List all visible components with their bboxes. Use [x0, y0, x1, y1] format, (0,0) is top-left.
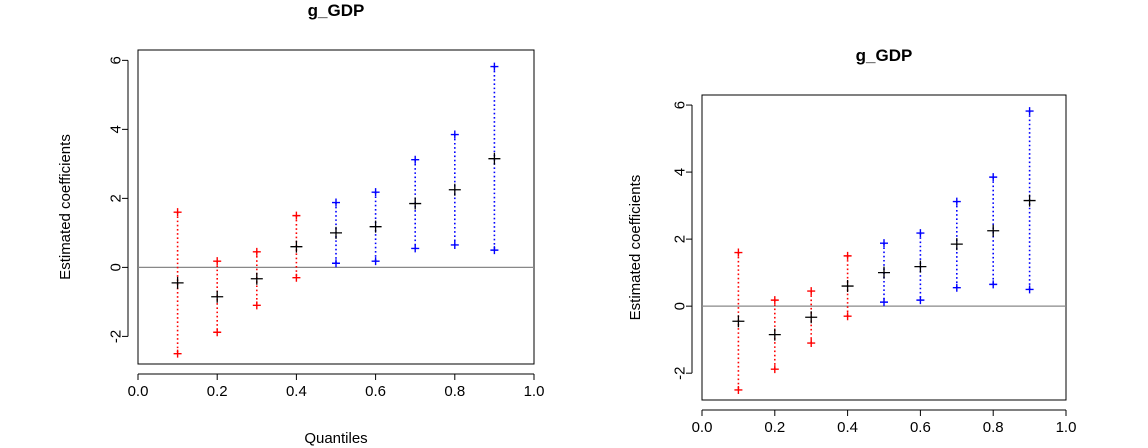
coefficient-estimate-marker: [448, 183, 461, 196]
upper-bound-marker: [292, 211, 301, 220]
x-tick-label: 0.0: [692, 419, 713, 436]
lower-bound-marker: [989, 280, 998, 289]
upper-bound-marker: [843, 251, 852, 260]
lower-bound-marker: [292, 273, 301, 282]
plot-frame: [137, 49, 535, 365]
lower-bound-marker: [213, 328, 222, 337]
lower-bound-marker: [332, 259, 340, 268]
coefficient-estimate-marker: [290, 240, 303, 253]
lower-bound-marker: [371, 257, 380, 266]
coefficient-estimate-marker: [488, 152, 501, 165]
y-tick-label: 4: [108, 125, 125, 133]
lower-bound-marker: [1025, 285, 1034, 294]
lower-bound-marker: [173, 349, 182, 358]
y-tick-label: 0: [672, 302, 689, 310]
y-tick-label: 0: [108, 263, 125, 271]
lower-bound-marker: [252, 301, 261, 310]
lower-bound-marker: [770, 365, 779, 374]
y-tick-label: -2: [672, 367, 689, 380]
x-tick-label: 0.6: [910, 419, 931, 436]
x-tick-label: 0.8: [444, 383, 465, 400]
x-tick-label: 1.0: [524, 383, 545, 400]
lower-bound-marker: [952, 283, 961, 292]
upper-bound-marker: [952, 197, 961, 206]
lower-bound-marker: [411, 244, 420, 253]
lower-bound-marker: [450, 240, 459, 249]
coefficient-estimate-marker: [950, 238, 963, 251]
upper-bound-marker: [880, 239, 888, 248]
upper-bound-marker: [213, 257, 222, 266]
coefficient-estimate-marker: [878, 266, 890, 279]
y-tick-label: 6: [672, 101, 689, 109]
coefficient-estimate-marker: [250, 272, 263, 285]
upper-bound-marker: [411, 155, 420, 164]
x-tick-label: 0.4: [837, 419, 858, 436]
upper-bound-marker: [989, 173, 998, 182]
x-tick-label: 0.8: [983, 419, 1004, 436]
upper-bound-marker: [252, 247, 261, 256]
x-tick-label: 0.0: [128, 383, 149, 400]
x-tick-label: 0.2: [207, 383, 228, 400]
lower-bound-marker: [916, 296, 925, 305]
chart-panel-right: g_GDP 0.0 0.2 0.4 0.6 0.8 1.0 -2 0 2 4 6 Estimated c…: [627, 46, 1076, 436]
coefficient-estimate-marker: [841, 280, 854, 293]
coefficient-estimate-marker: [732, 315, 745, 328]
x-tick-label: 0.2: [764, 419, 785, 436]
y-tick-label: 4: [672, 168, 689, 176]
coefficient-estimate-marker: [211, 290, 224, 303]
upper-bound-marker: [490, 62, 499, 71]
upper-bound-marker: [173, 208, 182, 217]
upper-bound-marker: [332, 198, 340, 207]
x-axis-label: Quantiles: [304, 430, 367, 447]
lower-bound-marker: [880, 298, 888, 307]
upper-bound-marker: [450, 130, 459, 139]
y-tick-label: 2: [672, 235, 689, 243]
chart-title: g_GDP: [856, 46, 913, 65]
coefficient-estimate-marker: [409, 197, 422, 210]
lower-bound-marker: [807, 339, 816, 348]
lower-bound-marker: [843, 312, 852, 321]
upper-bound-marker: [916, 229, 925, 238]
coefficient-estimate-marker: [914, 260, 927, 273]
y-axis-label: Estimated coefficients: [57, 134, 74, 280]
y-tick-label: -2: [108, 330, 125, 343]
upper-bound-marker: [807, 287, 816, 296]
upper-bound-marker: [371, 188, 380, 197]
upper-bound-marker: [1025, 107, 1034, 116]
chart-panel-left: g_GDP 0.0 0.2 0.4 0.6 0.8 1.0 -2 0 2 4 6 Estimated c…: [57, 1, 544, 447]
coefficient-estimate-marker: [987, 224, 1000, 237]
lower-bound-marker: [490, 246, 499, 255]
y-tick-label: 2: [108, 194, 125, 202]
upper-bound-marker: [770, 296, 779, 305]
x-tick-label: 1.0: [1056, 419, 1077, 436]
plot-frame: [701, 94, 1067, 401]
coefficient-estimate-marker: [805, 311, 818, 324]
x-tick-label: 0.6: [365, 383, 386, 400]
y-tick-label: 6: [108, 56, 125, 64]
coefficient-estimate-marker: [171, 276, 184, 289]
coefficient-estimate-marker: [369, 220, 382, 233]
y-axis-label: Estimated coefficients: [627, 175, 644, 321]
upper-bound-marker: [734, 248, 743, 257]
lower-bound-marker: [734, 385, 743, 394]
coefficient-estimate-marker: [768, 328, 781, 341]
chart-title: g_GDP: [308, 1, 365, 20]
coefficient-estimate-marker: [1023, 194, 1036, 207]
x-tick-label: 0.4: [286, 383, 307, 400]
coefficient-estimate-marker: [330, 226, 342, 239]
